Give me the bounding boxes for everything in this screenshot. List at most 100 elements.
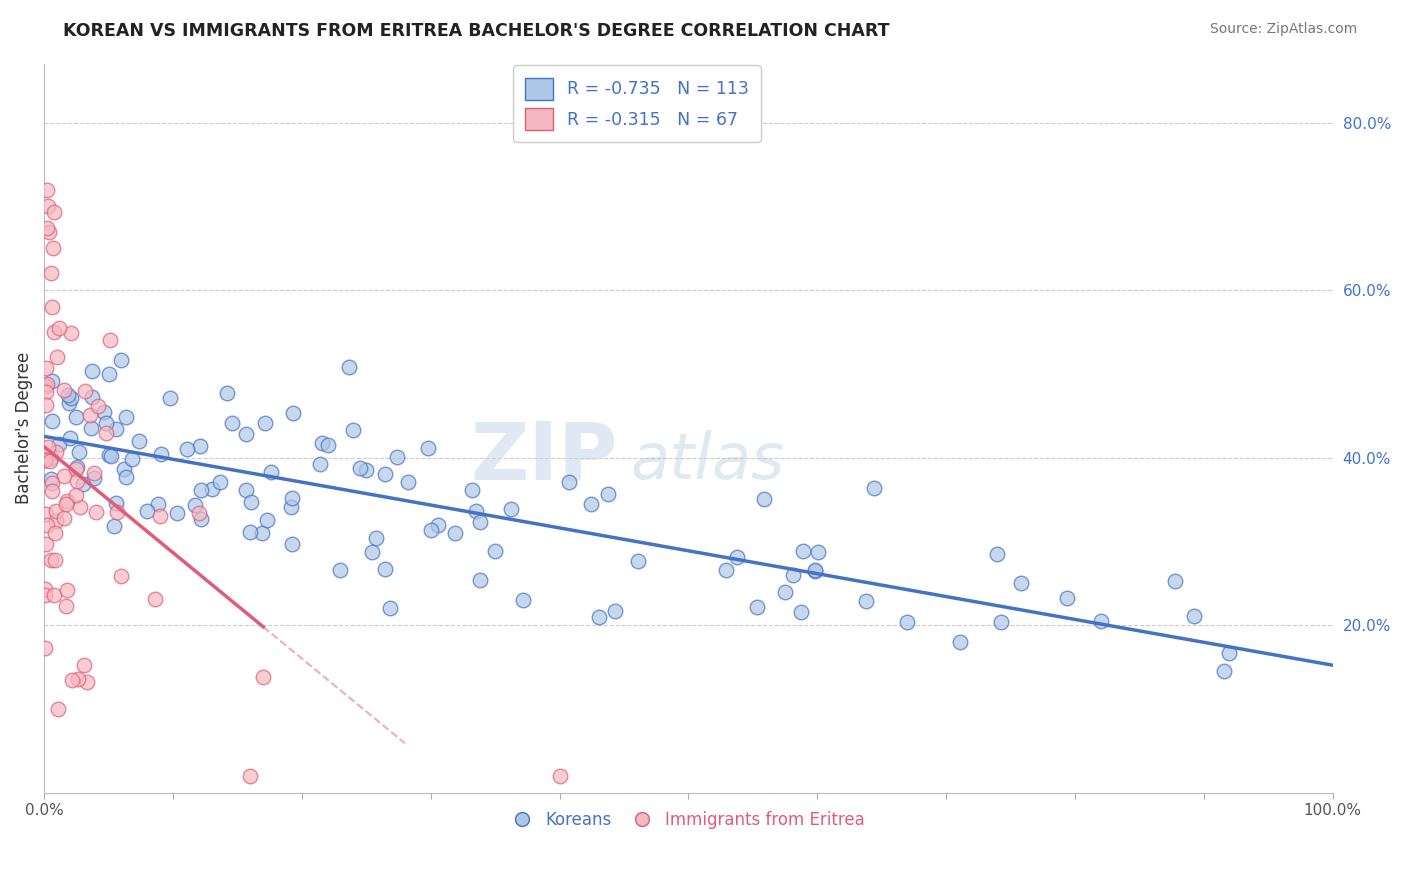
- Point: [252, 670, 274, 684]
- Point: [103, 518, 125, 533]
- Point: [46, 702, 69, 716]
- Point: [66, 460, 89, 475]
- Point: [548, 769, 571, 783]
- Point: [470, 515, 492, 529]
- Point: [82, 364, 104, 378]
- Point: [44, 553, 66, 567]
- Point: [35, 398, 58, 412]
- Point: [60, 673, 83, 687]
- Point: [329, 563, 352, 577]
- Point: [121, 451, 143, 466]
- Point: [35, 376, 58, 391]
- Point: [499, 502, 522, 516]
- Point: [52, 383, 75, 397]
- Point: [1218, 647, 1240, 661]
- Point: [35, 361, 58, 376]
- Point: [398, 475, 420, 490]
- Point: [60, 391, 83, 405]
- Point: [115, 470, 138, 484]
- Point: [86, 400, 108, 414]
- Point: [349, 460, 371, 475]
- Point: [416, 441, 439, 455]
- Point: [41, 414, 63, 428]
- Point: [484, 544, 506, 558]
- Point: [1056, 591, 1078, 606]
- Point: [112, 462, 135, 476]
- Point: [48, 321, 70, 335]
- Point: [56, 493, 79, 508]
- Point: [105, 505, 128, 519]
- Point: [807, 545, 830, 559]
- Point: [281, 406, 304, 420]
- Point: [558, 475, 581, 490]
- Point: [378, 600, 401, 615]
- Point: [143, 591, 166, 606]
- Point: [39, 267, 62, 281]
- Point: [135, 504, 157, 518]
- Point: [1213, 664, 1236, 678]
- Point: [94, 425, 117, 440]
- Point: [752, 491, 775, 506]
- Point: [34, 453, 56, 467]
- Point: [374, 561, 396, 575]
- Point: [35, 537, 58, 551]
- Y-axis label: Bachelor's Degree: Bachelor's Degree: [15, 352, 32, 505]
- Point: [603, 604, 626, 618]
- Point: [235, 483, 257, 497]
- Point: [65, 409, 87, 424]
- Point: [46, 350, 69, 364]
- Legend: Koreans, Immigrants from Eritrea: Koreans, Immigrants from Eritrea: [505, 804, 872, 835]
- Point: [75, 384, 97, 399]
- Point: [110, 568, 132, 582]
- Point: [37, 199, 59, 213]
- Point: [35, 508, 58, 522]
- Point: [238, 525, 260, 540]
- Point: [42, 588, 65, 602]
- Point: [1164, 574, 1187, 588]
- Point: [94, 416, 117, 430]
- Point: [44, 525, 66, 540]
- Point: [240, 495, 263, 509]
- Point: [311, 436, 333, 450]
- Point: [773, 585, 796, 599]
- Point: [316, 438, 339, 452]
- Point: [44, 205, 66, 219]
- Point: [792, 544, 814, 558]
- Point: [804, 564, 827, 578]
- Point: [188, 438, 211, 452]
- Point: [104, 422, 127, 436]
- Point: [65, 488, 87, 502]
- Point: [41, 300, 63, 314]
- Point: [100, 450, 122, 464]
- Point: [58, 395, 80, 409]
- Text: atlas: atlas: [630, 430, 785, 492]
- Text: KOREAN VS IMMIGRANTS FROM ERITREA BACHELOR'S DEGREE CORRELATION CHART: KOREAN VS IMMIGRANTS FROM ERITREA BACHEL…: [63, 22, 890, 40]
- Point: [76, 675, 98, 690]
- Point: [588, 610, 610, 624]
- Point: [444, 525, 467, 540]
- Point: [44, 325, 66, 339]
- Point: [114, 410, 136, 425]
- Point: [221, 417, 243, 431]
- Point: [48, 436, 70, 450]
- Point: [627, 554, 650, 568]
- Point: [235, 427, 257, 442]
- Point: [110, 352, 132, 367]
- Point: [55, 599, 77, 613]
- Point: [83, 471, 105, 485]
- Point: [862, 481, 884, 495]
- Point: [82, 390, 104, 404]
- Point: [45, 444, 67, 458]
- Point: [949, 635, 972, 649]
- Point: [98, 367, 121, 381]
- Point: [166, 506, 188, 520]
- Point: [468, 573, 491, 587]
- Point: [34, 582, 56, 596]
- Point: [385, 450, 408, 465]
- Point: [45, 514, 67, 528]
- Point: [59, 326, 82, 340]
- Point: [1182, 609, 1205, 624]
- Point: [72, 477, 94, 491]
- Point: [37, 440, 59, 454]
- Point: [35, 518, 58, 533]
